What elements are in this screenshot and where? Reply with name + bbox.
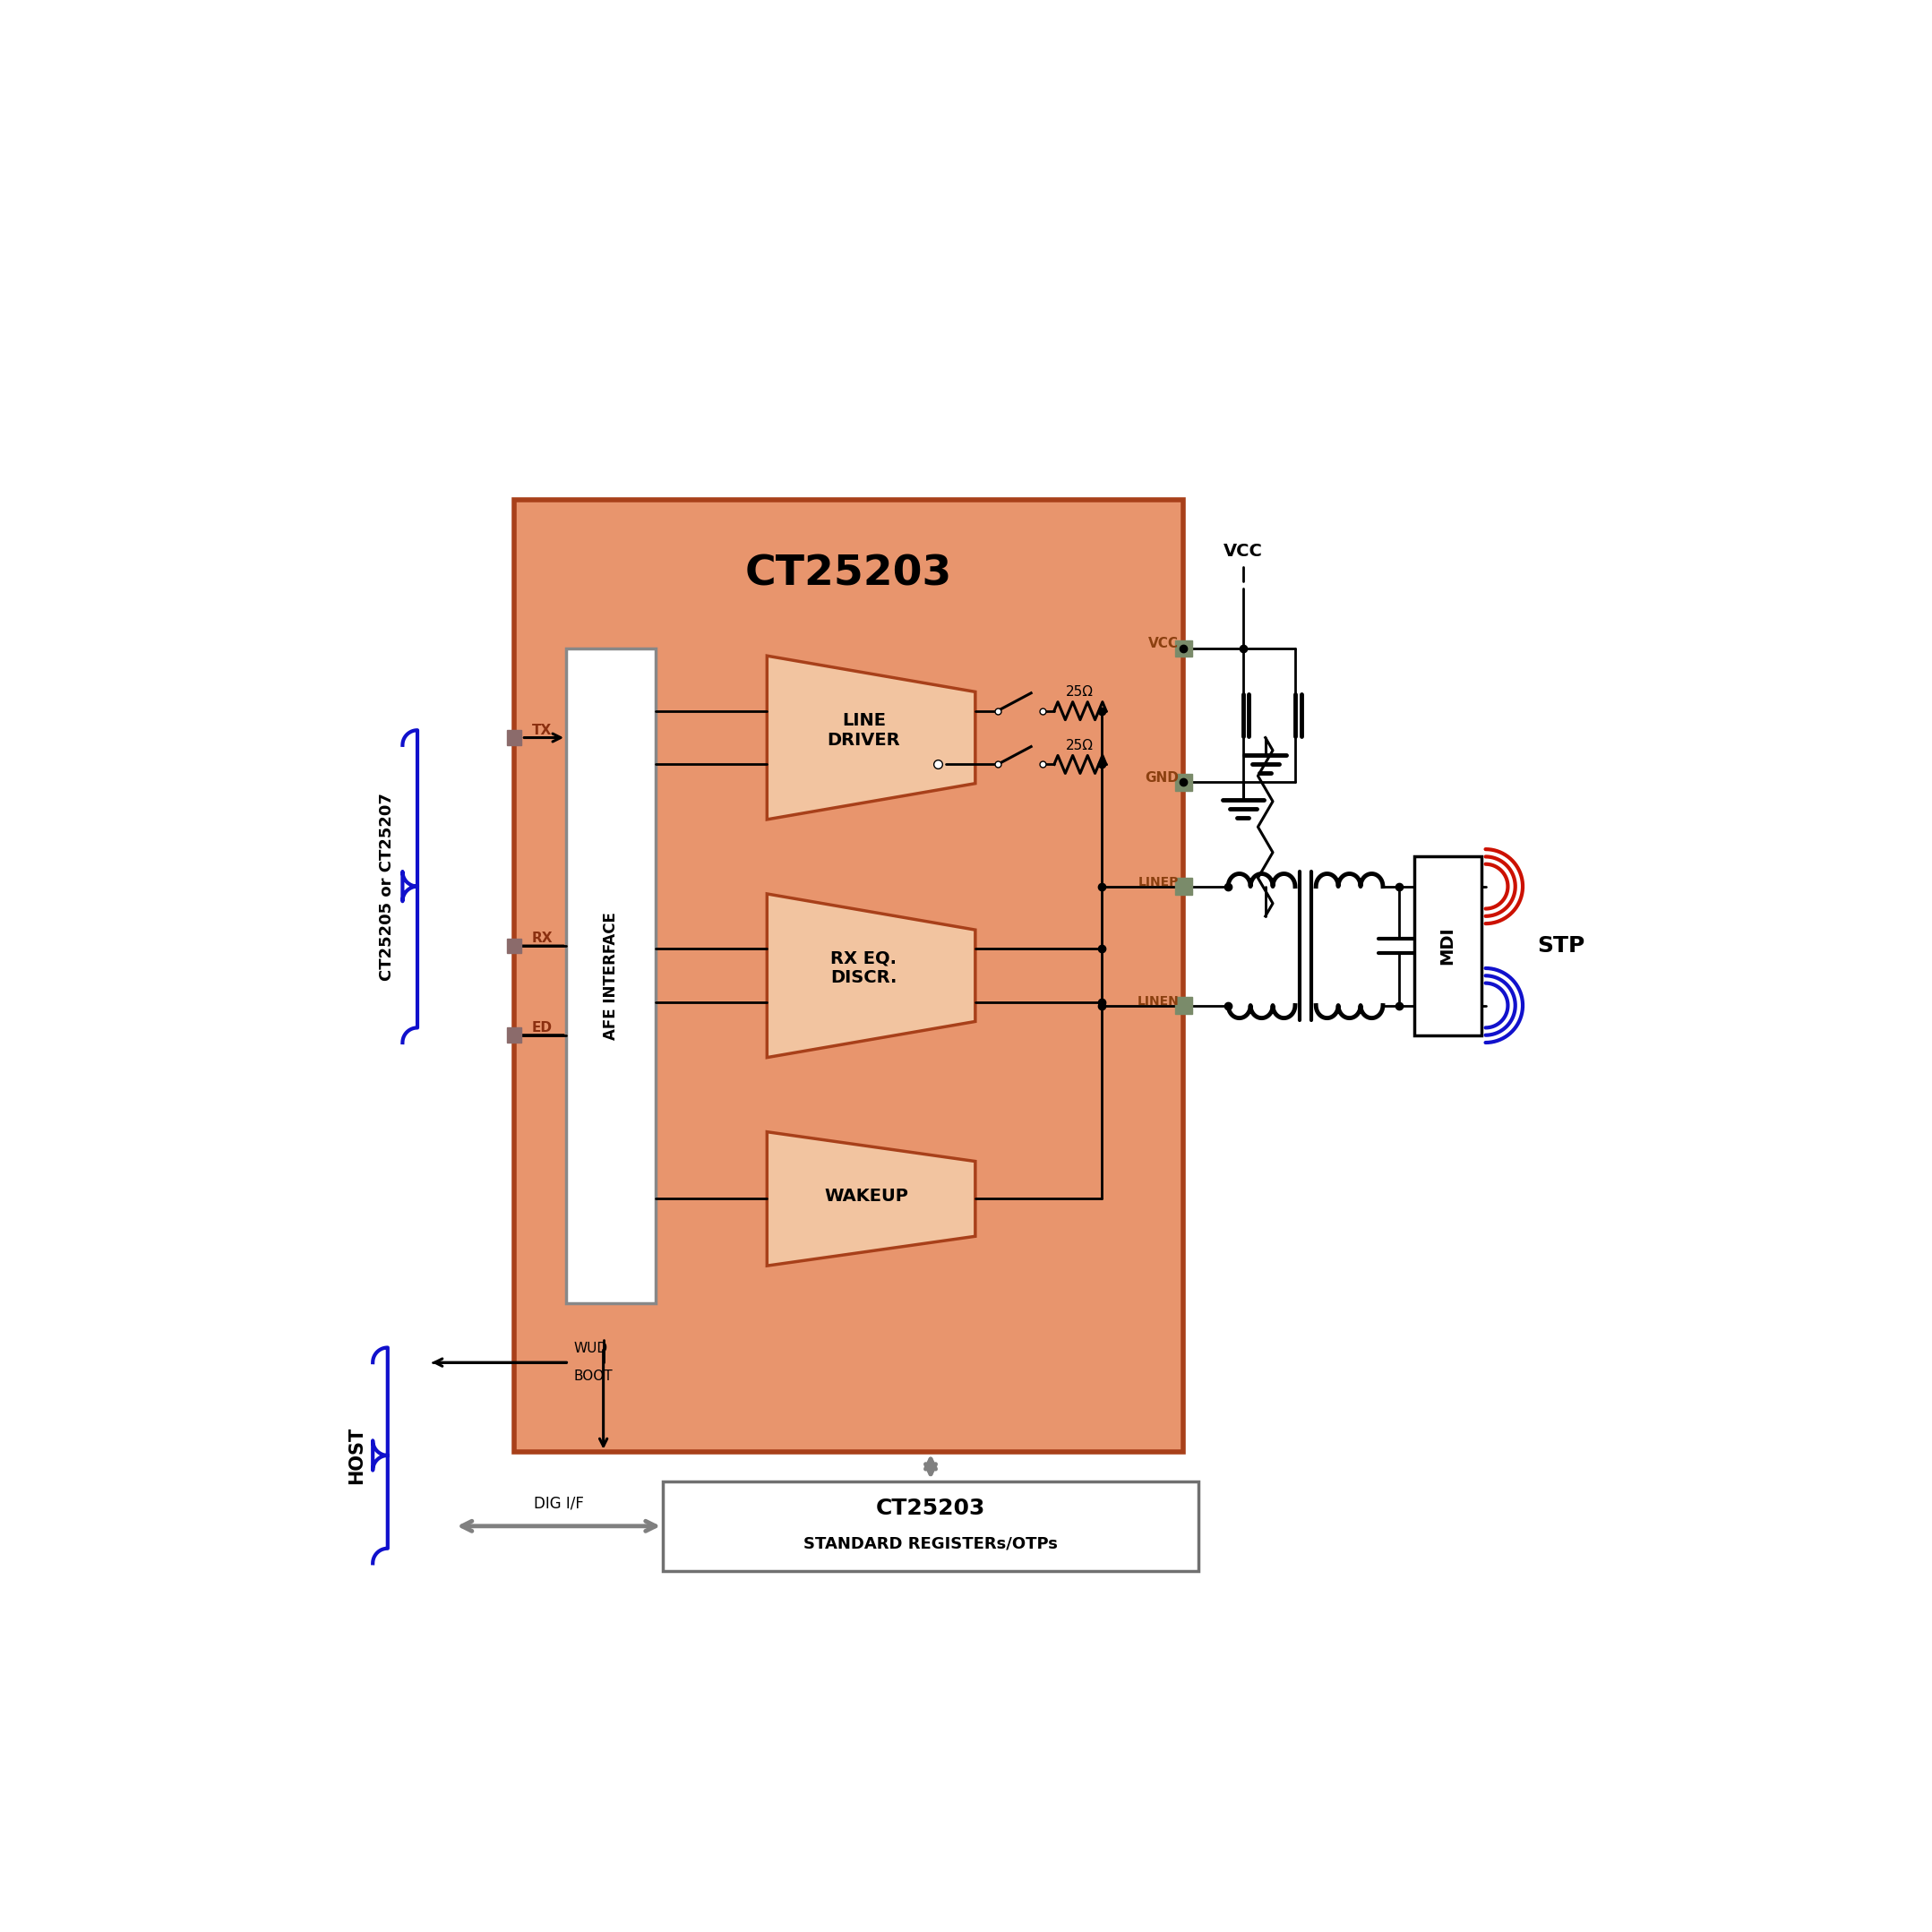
Text: TX: TX: [531, 723, 553, 736]
Text: RX: RX: [531, 931, 553, 945]
Bar: [1175, 639, 1192, 657]
Text: CT25203: CT25203: [746, 554, 952, 595]
Text: AFE INTERFACE: AFE INTERFACE: [603, 912, 618, 1039]
Bar: [1414, 856, 1482, 1036]
Text: CT25203: CT25203: [875, 1497, 985, 1519]
Text: STANDARD REGISTERs/OTPs: STANDARD REGISTERs/OTPs: [804, 1536, 1059, 1551]
Bar: [506, 730, 522, 746]
Polygon shape: [767, 895, 976, 1057]
Polygon shape: [767, 655, 976, 819]
Text: 25Ω: 25Ω: [1066, 686, 1094, 699]
Text: 25Ω: 25Ω: [1066, 740, 1094, 752]
Text: CT25205 or CT25207: CT25205 or CT25207: [379, 792, 394, 980]
Bar: [1175, 775, 1192, 790]
Text: WAKEUP: WAKEUP: [825, 1188, 908, 1204]
Text: VCC: VCC: [1223, 543, 1264, 560]
Text: ED: ED: [531, 1020, 553, 1034]
Bar: [1175, 879, 1192, 895]
Bar: [506, 939, 522, 952]
Bar: [514, 500, 1184, 1451]
Text: LINEP: LINEP: [1138, 875, 1179, 889]
Bar: [566, 649, 655, 1302]
Text: BOOT: BOOT: [574, 1370, 612, 1383]
Text: HOST: HOST: [348, 1426, 365, 1484]
Text: MDI: MDI: [1439, 927, 1457, 964]
Polygon shape: [767, 1132, 976, 1265]
Text: LINEN: LINEN: [1138, 995, 1179, 1007]
Bar: [663, 1482, 1198, 1571]
Text: DIG I/F: DIG I/F: [533, 1495, 583, 1511]
Text: GND: GND: [1146, 771, 1179, 784]
Text: STP: STP: [1538, 935, 1586, 956]
Text: WUD: WUD: [574, 1341, 609, 1354]
Bar: [1175, 997, 1192, 1014]
Bar: [506, 1028, 522, 1043]
Text: RX EQ.
DISCR.: RX EQ. DISCR.: [831, 951, 896, 987]
Text: LINE
DRIVER: LINE DRIVER: [827, 711, 900, 748]
Text: VCC: VCC: [1150, 638, 1179, 651]
